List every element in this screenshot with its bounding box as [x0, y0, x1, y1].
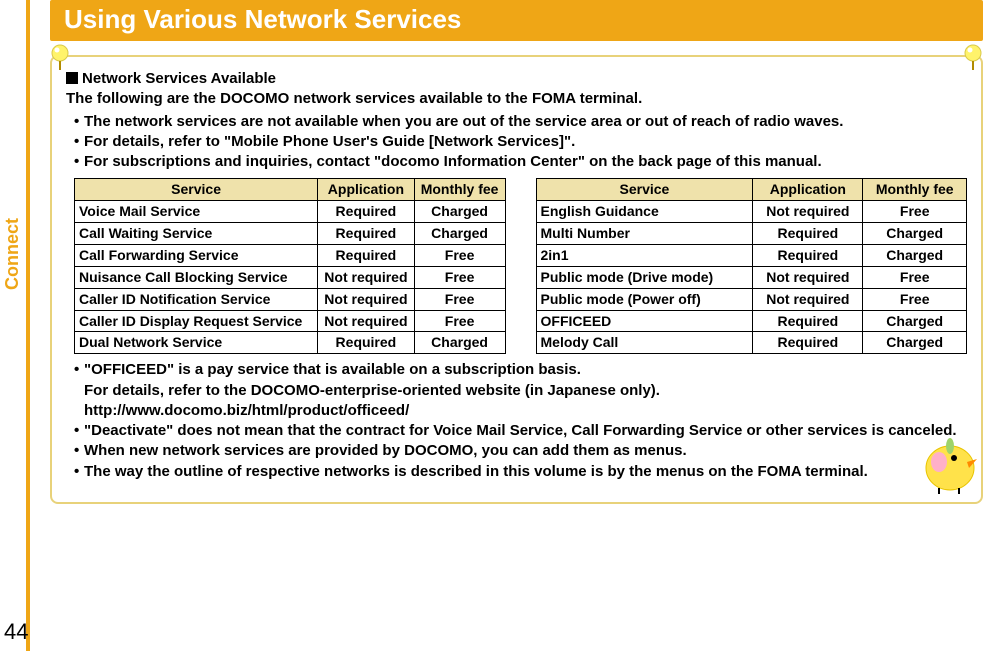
list-item: "Deactivate" does not mean that the cont…: [74, 421, 967, 441]
table-row: Caller ID Display Request ServiceNot req…: [75, 310, 506, 332]
note-subline: http://www.docomo.biz/html/product/offic…: [84, 401, 967, 421]
info-card: Network Services Available The following…: [50, 55, 983, 504]
table-row: Multi NumberRequiredCharged: [536, 223, 967, 245]
col-header: Service: [536, 179, 753, 201]
list-item: When new network services are provided b…: [74, 441, 967, 461]
table-row: OFFICEEDRequiredCharged: [536, 310, 967, 332]
list-item: The way the outline of respective networ…: [74, 462, 967, 482]
mascot-icon: [919, 432, 981, 494]
col-header: Service: [75, 179, 318, 201]
services-table-right: Service Application Monthly fee English …: [536, 178, 968, 354]
col-header: Application: [318, 179, 415, 201]
note-subline: For details, refer to the DOCOMO-enterpr…: [84, 381, 967, 401]
section-heading: Network Services Available: [82, 70, 276, 87]
note-text: "OFFICEED" is a pay service that is avai…: [84, 361, 581, 378]
side-tab-label: Connect: [2, 218, 23, 290]
pushpin-icon: [959, 43, 987, 71]
list-item: "OFFICEED" is a pay service that is avai…: [74, 360, 967, 421]
table-row: Nuisance Call Blocking ServiceNot requir…: [75, 266, 506, 288]
table-row: Voice Mail ServiceRequiredCharged: [75, 201, 506, 223]
top-bullet-list: The network services are not available w…: [66, 112, 967, 173]
col-header: Monthly fee: [863, 179, 967, 201]
table-row: Caller ID Notification ServiceNot requir…: [75, 288, 506, 310]
page-content: Using Various Network Services Network S…: [50, 0, 1003, 504]
tables-container: Service Application Monthly fee Voice Ma…: [74, 178, 967, 354]
left-rail: Connect 44: [0, 0, 30, 651]
services-table-left: Service Application Monthly fee Voice Ma…: [74, 178, 506, 354]
pushpin-icon: [46, 43, 74, 71]
notes-list: "OFFICEED" is a pay service that is avai…: [66, 360, 967, 482]
table-row: 2in1RequiredCharged: [536, 244, 967, 266]
col-header: Monthly fee: [414, 179, 505, 201]
table-row: Public mode (Power off)Not requiredFree: [536, 288, 967, 310]
list-item: For subscriptions and inquiries, contact…: [74, 152, 967, 172]
section-subheading: The following are the DOCOMO network ser…: [66, 89, 967, 109]
col-header: Application: [753, 179, 863, 201]
table-row: Public mode (Drive mode)Not requiredFree: [536, 266, 967, 288]
page-number: 44: [4, 619, 28, 645]
table-row: Dual Network ServiceRequiredCharged: [75, 332, 506, 354]
table-row: Call Waiting ServiceRequiredCharged: [75, 223, 506, 245]
page-title: Using Various Network Services: [50, 0, 983, 41]
table-row: English GuidanceNot requiredFree: [536, 201, 967, 223]
list-item: For details, refer to "Mobile Phone User…: [74, 132, 967, 152]
list-item: The network services are not available w…: [74, 112, 967, 132]
section-heading-row: Network Services Available: [66, 69, 967, 89]
table-row: Melody CallRequiredCharged: [536, 332, 967, 354]
table-row: Call Forwarding ServiceRequiredFree: [75, 244, 506, 266]
square-bullet-icon: [66, 72, 78, 84]
